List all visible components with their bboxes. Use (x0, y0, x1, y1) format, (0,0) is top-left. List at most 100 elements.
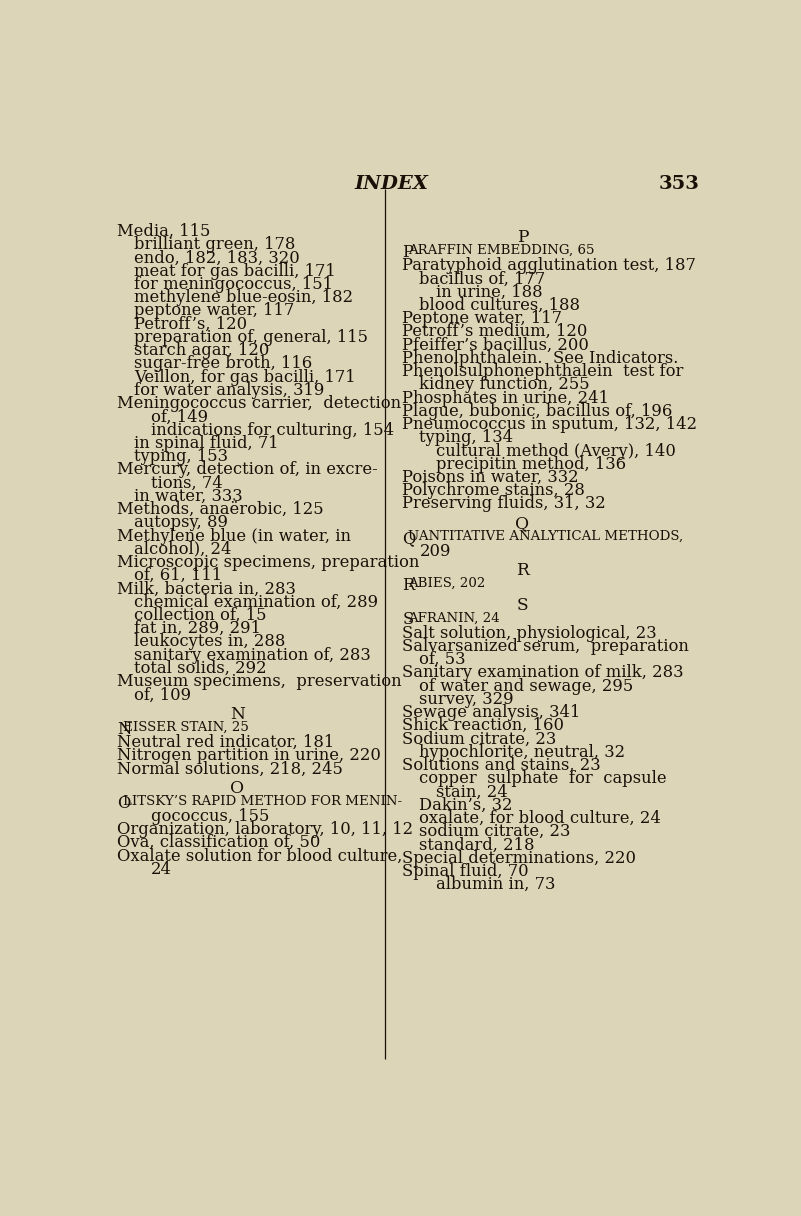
Text: typing, 153: typing, 153 (135, 447, 228, 465)
Text: typing, 134: typing, 134 (420, 429, 513, 446)
Text: brilliant green, 178: brilliant green, 178 (135, 236, 296, 253)
Text: Phosphates in urine, 241: Phosphates in urine, 241 (402, 389, 610, 406)
Text: Petroff’s, 120: Petroff’s, 120 (135, 316, 248, 333)
Text: for meningococcus, 151: for meningococcus, 151 (135, 276, 333, 293)
Text: Peptone water, 117: Peptone water, 117 (402, 310, 562, 327)
Text: Sanitary examination of milk, 283: Sanitary examination of milk, 283 (402, 664, 684, 681)
Text: Media, 115: Media, 115 (117, 223, 211, 240)
Text: O: O (117, 794, 131, 811)
Text: R: R (402, 578, 415, 595)
Text: 24: 24 (151, 861, 172, 878)
Text: EISSER STAIN, 25: EISSER STAIN, 25 (123, 721, 249, 733)
Text: Salt solution, physiological, 23: Salt solution, physiological, 23 (402, 625, 657, 642)
Text: peptone water, 117: peptone water, 117 (135, 303, 295, 320)
Text: leukocytes in, 288: leukocytes in, 288 (135, 634, 286, 651)
Text: of, 109: of, 109 (135, 687, 191, 704)
Text: of water and sewage, 295: of water and sewage, 295 (420, 677, 634, 694)
Text: Oxalate solution for blood culture,: Oxalate solution for blood culture, (117, 848, 403, 865)
Text: bacillus of, 177: bacillus of, 177 (420, 270, 545, 287)
Text: Museum specimens,  preservation: Museum specimens, preservation (117, 674, 402, 691)
Text: precipitin method, 136: precipitin method, 136 (437, 456, 626, 473)
Text: kidney function, 255: kidney function, 255 (420, 376, 590, 393)
Text: methylene blue-eosin, 182: methylene blue-eosin, 182 (135, 289, 353, 306)
Text: 209: 209 (420, 542, 451, 559)
Text: Q: Q (402, 530, 416, 547)
Text: tions, 74: tions, 74 (151, 474, 223, 491)
Text: Neutral red indicator, 181: Neutral red indicator, 181 (117, 734, 335, 751)
Text: Special determinations, 220: Special determinations, 220 (402, 850, 636, 867)
Text: Normal solutions, 218, 245: Normal solutions, 218, 245 (117, 760, 343, 777)
Text: INDEX: INDEX (355, 175, 429, 193)
Text: Phenolphthalein.  See Indicators.: Phenolphthalein. See Indicators. (402, 350, 678, 367)
Text: copper  sulphate  for  capsule: copper sulphate for capsule (420, 770, 667, 787)
Text: AFRANIN, 24: AFRANIN, 24 (408, 612, 500, 624)
Text: 353: 353 (658, 175, 699, 193)
Text: of, 53: of, 53 (420, 651, 466, 668)
Text: in spinal fluid, 71: in spinal fluid, 71 (135, 435, 279, 452)
Text: Preserving fluids, 31, 32: Preserving fluids, 31, 32 (402, 495, 606, 512)
Text: Shick reaction, 160: Shick reaction, 160 (402, 717, 565, 734)
Text: Meningococcus carrier,  detection: Meningococcus carrier, detection (117, 395, 401, 412)
Text: O: O (230, 779, 244, 796)
Text: Dakin’s, 32: Dakin’s, 32 (420, 796, 513, 814)
Text: Nitrogen partition in urine, 220: Nitrogen partition in urine, 220 (117, 747, 381, 764)
Text: UANTITATIVE ANALYTICAL METHODS,: UANTITATIVE ANALYTICAL METHODS, (408, 530, 683, 542)
Text: Veillon, for gas bacilli, 171: Veillon, for gas bacilli, 171 (135, 368, 356, 385)
Text: sanitary examination of, 283: sanitary examination of, 283 (135, 647, 371, 664)
Text: sodium citrate, 23: sodium citrate, 23 (420, 823, 571, 840)
Text: Plague, bubonic, bacillus of, 196: Plague, bubonic, bacillus of, 196 (402, 402, 673, 420)
Text: Salvarsanized serum,  preparation: Salvarsanized serum, preparation (402, 638, 689, 654)
Text: total solids, 292: total solids, 292 (135, 660, 267, 677)
Text: S: S (517, 597, 529, 614)
Text: Pfeiffer’s bacillus, 200: Pfeiffer’s bacillus, 200 (402, 337, 590, 354)
Text: Spinal fluid, 70: Spinal fluid, 70 (402, 863, 529, 880)
Text: alcohol), 24: alcohol), 24 (135, 541, 231, 558)
Text: Phenolsulphonephthalein  test for: Phenolsulphonephthalein test for (402, 364, 684, 381)
Text: Solutions and stains, 23: Solutions and stains, 23 (402, 758, 601, 775)
Text: Methylene blue (in water, in: Methylene blue (in water, in (117, 528, 351, 545)
Text: Milk, bacteria in, 283: Milk, bacteria in, 283 (117, 580, 296, 597)
Text: sugar-free broth, 116: sugar-free broth, 116 (135, 355, 312, 372)
Text: indications for culturing, 154: indications for culturing, 154 (151, 422, 394, 439)
Text: Organization, laboratory, 10, 11, 12: Organization, laboratory, 10, 11, 12 (117, 821, 413, 838)
Text: meat for gas bacilli, 171: meat for gas bacilli, 171 (135, 263, 336, 280)
Text: ABIES, 202: ABIES, 202 (408, 578, 485, 590)
Text: N: N (117, 721, 131, 738)
Text: standard, 218: standard, 218 (420, 837, 535, 854)
Text: blood cultures, 188: blood cultures, 188 (420, 297, 581, 314)
Text: P: P (517, 229, 528, 246)
Text: of, 61, 111: of, 61, 111 (135, 567, 223, 584)
Text: of, 149: of, 149 (151, 409, 208, 426)
Text: Sewage analysis, 341: Sewage analysis, 341 (402, 704, 581, 721)
Text: gococcus, 155: gococcus, 155 (151, 807, 270, 824)
Text: stain, 24: stain, 24 (437, 783, 508, 800)
Text: Petroff’s medium, 120: Petroff’s medium, 120 (402, 323, 588, 340)
Text: Poisons in water, 332: Poisons in water, 332 (402, 469, 579, 486)
Text: endo, 182, 183, 320: endo, 182, 183, 320 (135, 249, 300, 266)
Text: S: S (402, 612, 413, 629)
Text: Pneumococcus in sputum, 132, 142: Pneumococcus in sputum, 132, 142 (402, 416, 698, 433)
Text: Microscopic specimens, preparation: Microscopic specimens, preparation (117, 554, 420, 572)
Text: Methods, anaërobic, 125: Methods, anaërobic, 125 (117, 501, 324, 518)
Text: Mercury, detection of, in excre-: Mercury, detection of, in excre- (117, 461, 378, 478)
Text: chemical examination of, 289: chemical examination of, 289 (135, 593, 378, 610)
Text: oxalate, for blood culture, 24: oxalate, for blood culture, 24 (420, 810, 662, 827)
Text: Polychrome stains, 28: Polychrome stains, 28 (402, 483, 586, 500)
Text: LITSKY’S RAPID METHOD FOR MENIN-: LITSKY’S RAPID METHOD FOR MENIN- (123, 794, 402, 807)
Text: collection of, 15: collection of, 15 (135, 607, 267, 624)
Text: in urine, 188: in urine, 188 (437, 283, 543, 300)
Text: survey, 329: survey, 329 (420, 691, 514, 708)
Text: ARAFFIN EMBEDDING, 65: ARAFFIN EMBEDDING, 65 (408, 244, 594, 257)
Text: for water analysis, 319: for water analysis, 319 (135, 382, 324, 399)
Text: hypochlorite, neutral, 32: hypochlorite, neutral, 32 (420, 744, 626, 761)
Text: Paratyphoid agglutination test, 187: Paratyphoid agglutination test, 187 (402, 257, 696, 274)
Text: Sodium citrate, 23: Sodium citrate, 23 (402, 731, 557, 748)
Text: fat in, 289, 291: fat in, 289, 291 (135, 620, 261, 637)
Text: Ova, classification of, 50: Ova, classification of, 50 (117, 834, 320, 851)
Text: N: N (230, 705, 245, 722)
Text: in water, 333: in water, 333 (135, 488, 243, 505)
Text: cultural method (Avery), 140: cultural method (Avery), 140 (437, 443, 676, 460)
Text: P: P (402, 244, 413, 261)
Text: R: R (516, 562, 529, 579)
Text: Q: Q (515, 514, 529, 531)
